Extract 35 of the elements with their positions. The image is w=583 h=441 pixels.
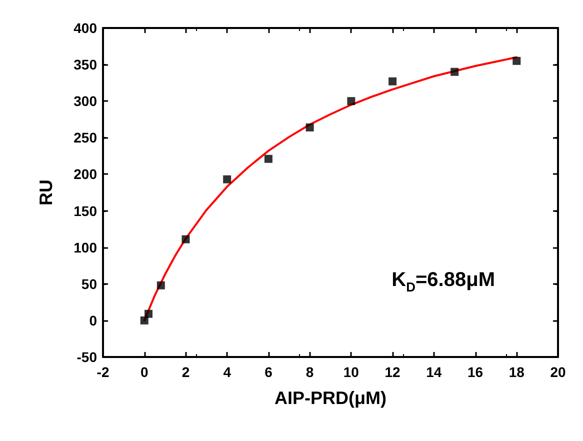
x-tick-label: 16 [467, 364, 484, 380]
point [140, 316, 148, 324]
x-tick-label: 4 [223, 364, 232, 380]
y-tick-label: 400 [74, 20, 98, 36]
point [512, 56, 521, 65]
x-tick-label: 18 [508, 364, 525, 380]
y-tick-label: 150 [74, 202, 98, 219]
x-tick-label: -2 [96, 364, 110, 380]
y-tick-label: 350 [74, 56, 98, 73]
y-tick-label: 250 [74, 130, 98, 146]
point [450, 68, 459, 76]
y-axis-title: RU [36, 180, 56, 206]
point [156, 281, 165, 290]
y-tick-label: 0 [89, 312, 98, 328]
y-tick-label: 300 [74, 93, 98, 110]
y-tick-label: -50 [76, 349, 98, 365]
x-tick-label: 14 [426, 364, 442, 380]
x-tick-label: 12 [384, 364, 401, 380]
point [306, 123, 314, 132]
point [223, 175, 232, 184]
y-tick-label: 200 [74, 166, 98, 182]
x-tick-label: 6 [264, 364, 273, 380]
x-tick-label: 2 [182, 364, 190, 380]
x-tick-label: 10 [343, 364, 360, 380]
point [347, 97, 356, 106]
y-tick-label: 100 [74, 239, 98, 256]
x-axis-title: AIP-PRD(μM) [274, 388, 387, 408]
point [144, 310, 152, 318]
point [388, 77, 397, 86]
x-tick-label: 8 [306, 364, 314, 380]
x-tick-label: 20 [550, 364, 566, 380]
point [264, 154, 272, 163]
y-tick-label: 50 [81, 276, 98, 292]
point [182, 235, 190, 244]
x-tick-label: 0 [140, 364, 148, 380]
